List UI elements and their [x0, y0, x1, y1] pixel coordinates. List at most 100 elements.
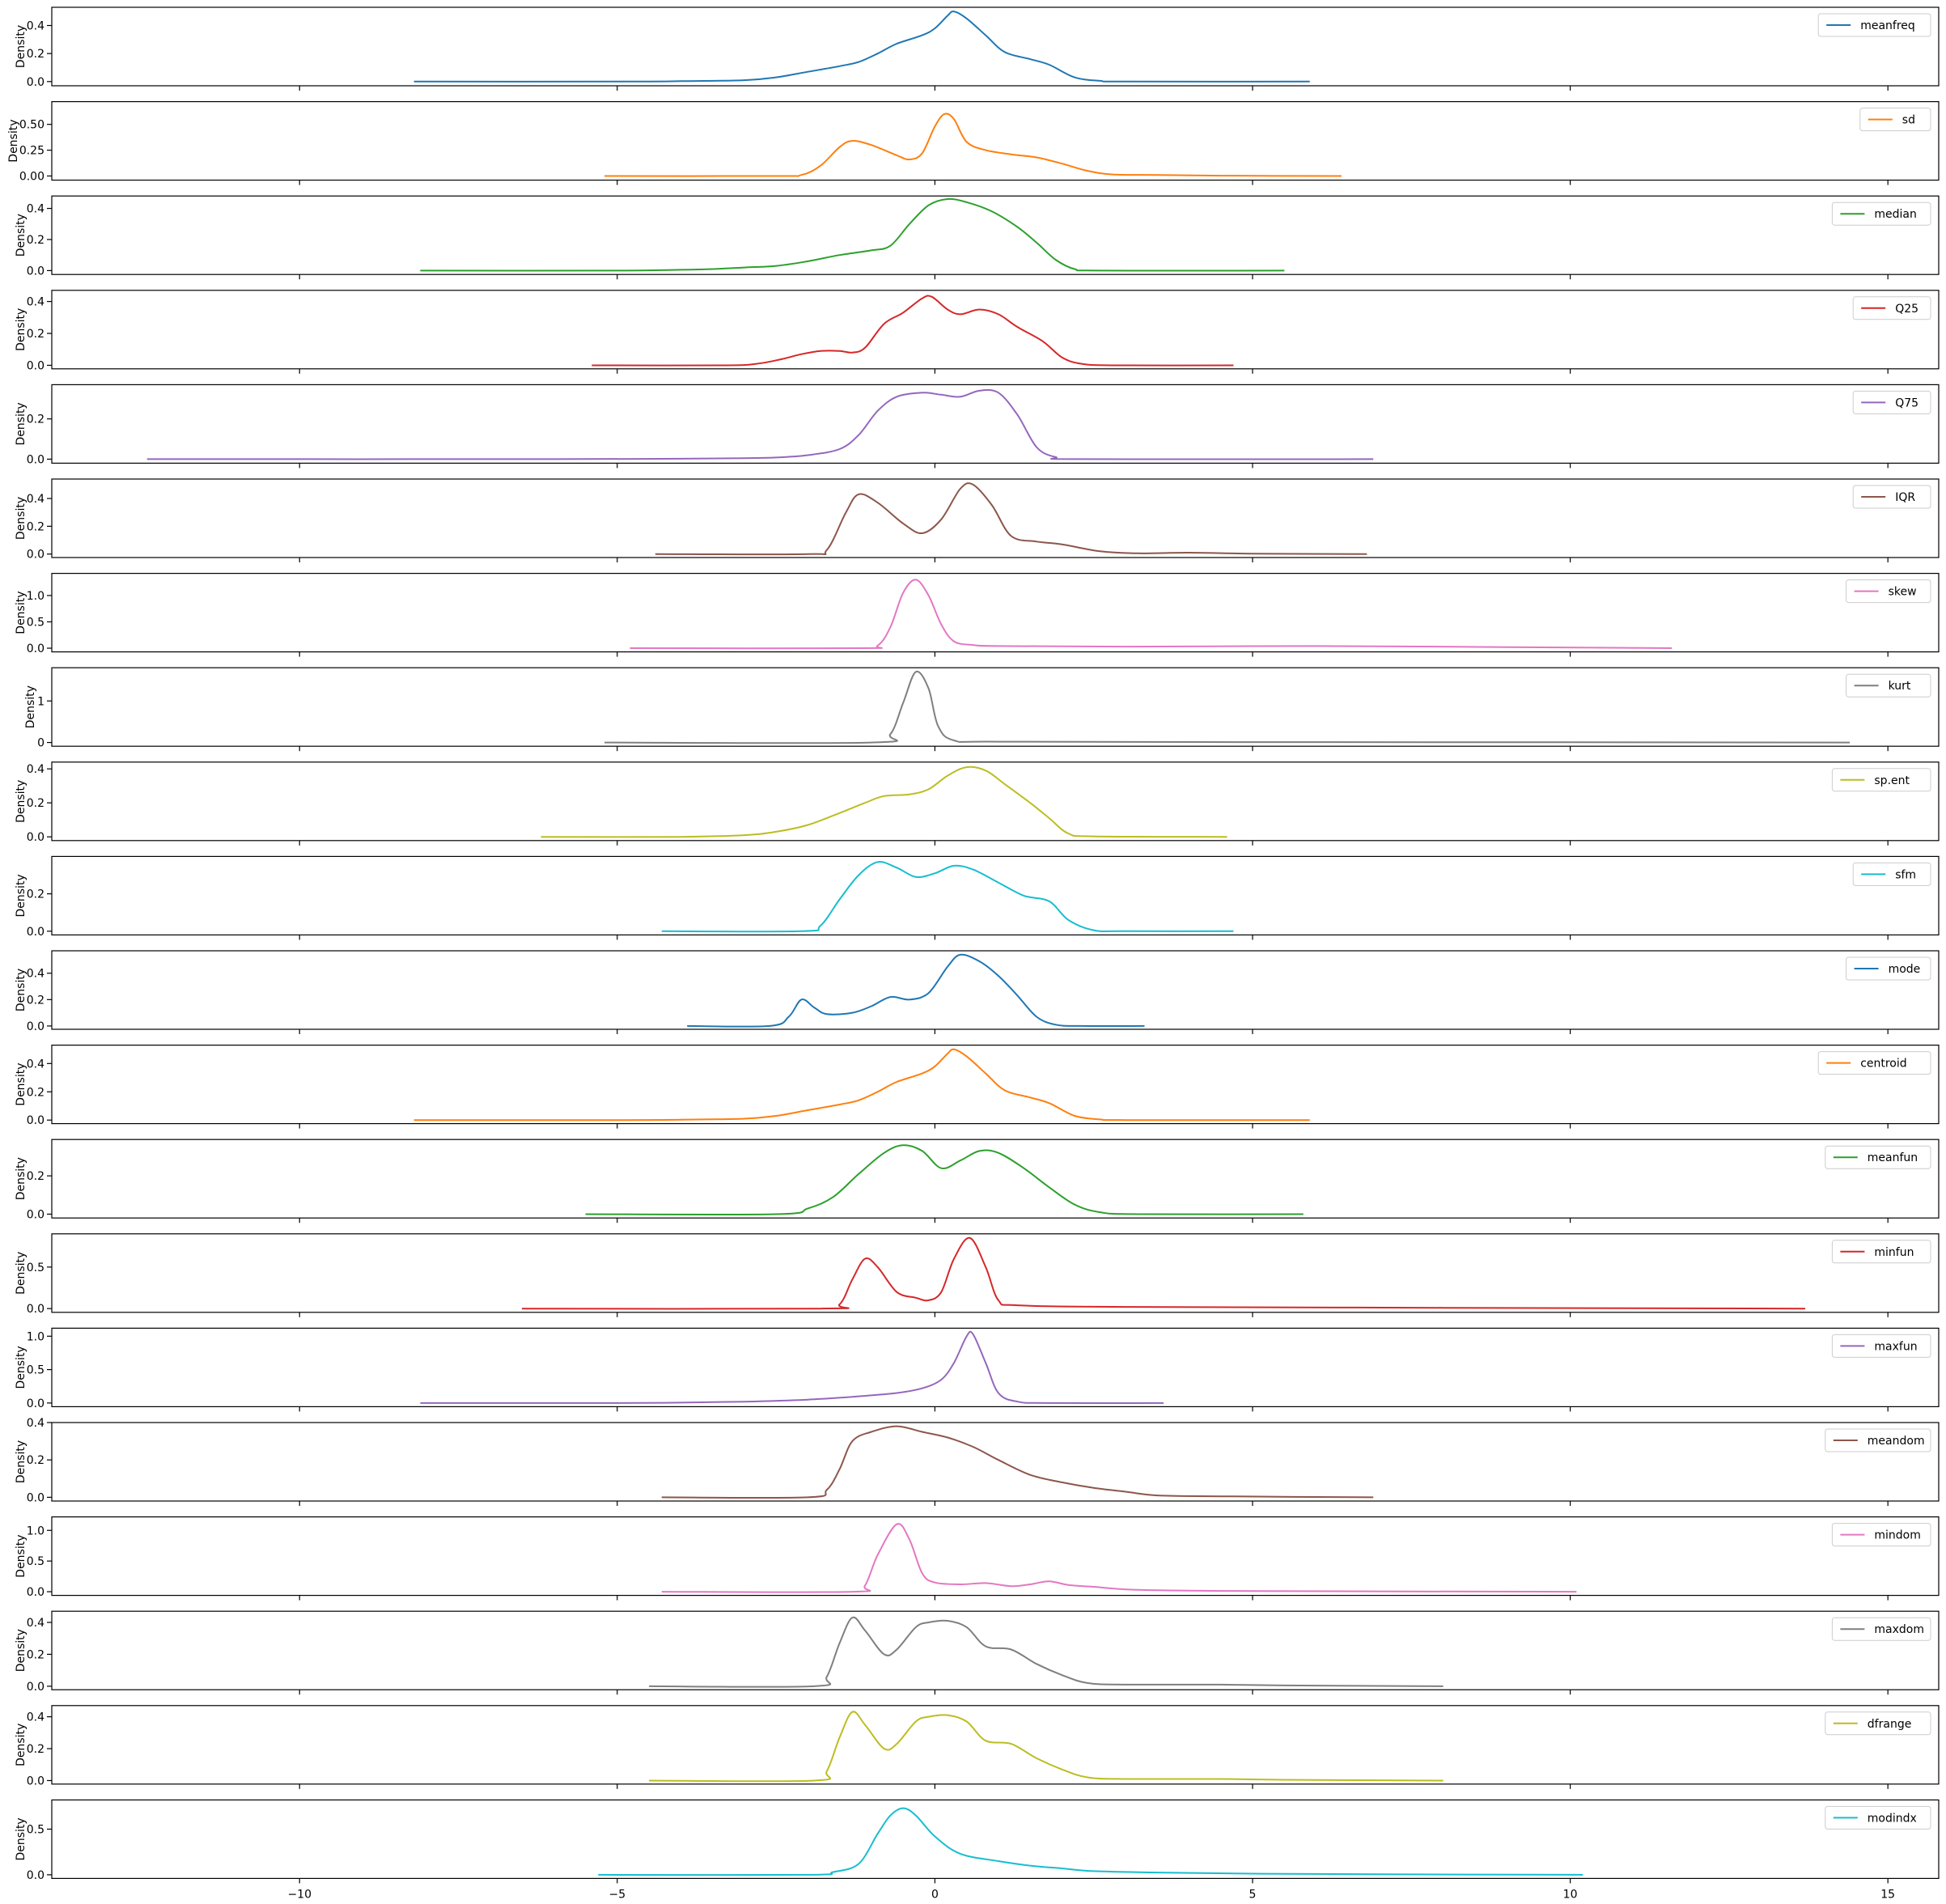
panel-meandom: 0.0 0.2 0.4 Density meandom	[15, 1417, 1940, 1506]
legend-box	[1852, 390, 1931, 414]
legend-box	[1846, 579, 1931, 604]
axes-frame	[51, 855, 1940, 936]
y-axis-label: Density	[15, 1346, 28, 1389]
y-tick-label: 0.0	[27, 1208, 45, 1221]
axes-frame	[51, 290, 1940, 370]
series-line-minfun	[521, 1236, 1806, 1310]
legend-box	[1825, 1711, 1931, 1736]
y-tick-label: 0.4	[27, 1617, 45, 1630]
axes-frame	[51, 950, 1940, 1030]
y-tick-label: 0.2	[27, 888, 45, 901]
y-tick-label: 0	[37, 737, 45, 750]
legend: skew	[1846, 579, 1931, 604]
series-line-maxfun	[420, 1330, 1164, 1404]
y-tick-label: 0.0	[27, 642, 45, 655]
series-line-Q75	[146, 388, 1374, 460]
axes-frame	[51, 6, 1940, 87]
y-tick-label: 0.4	[27, 968, 45, 981]
y-tick-label: 0.0	[27, 265, 45, 278]
x-tick-label: −10	[287, 1888, 312, 1901]
legend-label: maxfun	[1874, 1340, 1917, 1353]
series-line-centroid	[413, 1048, 1310, 1122]
legend: mode	[1846, 956, 1931, 981]
y-axis-label: Density	[15, 780, 28, 823]
y-axis-label: Density	[15, 1724, 28, 1766]
legend: sd	[1859, 108, 1931, 132]
x-tick-label: 5	[1249, 1888, 1257, 1901]
y-tick-label: 0.2	[27, 328, 45, 341]
axes-frame	[51, 572, 1940, 653]
axes-frame	[51, 195, 1940, 275]
legend-box	[1831, 201, 1931, 226]
y-tick-label: 0.2	[27, 797, 45, 810]
y-tick-label: 0.0	[27, 76, 45, 89]
y-tick-label: 0.0	[27, 1869, 45, 1882]
legend: meandom	[1825, 1428, 1931, 1452]
y-axis-label: Density	[15, 497, 28, 540]
y-tick-label: 0.2	[27, 1454, 45, 1467]
y-axis-label: Density	[15, 1817, 28, 1860]
axes-frame	[51, 1139, 1940, 1219]
y-tick-label: 1	[37, 695, 45, 708]
y-tick-label: 0.00	[19, 170, 45, 183]
x-tick-label: 10	[1563, 1888, 1578, 1901]
legend-box	[1846, 956, 1931, 981]
legend-box	[1852, 296, 1931, 320]
legend-label: meandom	[1868, 1435, 1925, 1448]
legend-box	[1831, 1334, 1931, 1358]
series-line-skew	[630, 579, 1673, 650]
y-tick-label: 0.2	[27, 48, 45, 61]
series-line-meandom	[661, 1425, 1374, 1499]
y-tick-label: 0.0	[27, 1303, 45, 1316]
y-tick-label: 0.0	[27, 1114, 45, 1127]
legend-box	[1846, 673, 1931, 698]
legend-box	[1825, 1428, 1931, 1452]
y-tick-label: 0.2	[27, 994, 45, 1007]
y-tick-label: 0.2	[27, 1648, 45, 1661]
x-tick-label: 15	[1880, 1888, 1895, 1901]
legend: meanfun	[1825, 1145, 1931, 1169]
y-tick-label: 0.0	[27, 831, 45, 844]
axes-frame	[51, 1233, 1940, 1313]
series-line-sfm	[661, 861, 1234, 933]
legend: Q75	[1852, 390, 1931, 414]
legend-box	[1825, 1805, 1931, 1830]
axes-frame	[51, 478, 1940, 558]
y-tick-label: 0.0	[27, 926, 45, 939]
legend: median	[1831, 201, 1931, 226]
y-tick-label: 1.0	[27, 590, 45, 603]
y-tick-label: 0.2	[27, 413, 45, 426]
legend-box	[1831, 1240, 1931, 1264]
legend-label: centroid	[1860, 1058, 1906, 1071]
y-tick-label: 0.5	[27, 1823, 45, 1836]
series-line-meanfreq	[413, 11, 1310, 83]
series-line-Q25	[591, 295, 1234, 367]
series-line-meanfun	[585, 1144, 1304, 1216]
legend: sp.ent	[1831, 768, 1931, 792]
y-tick-label: 0.0	[27, 1775, 45, 1787]
legend-label: mode	[1889, 963, 1921, 976]
y-axis-label: Density	[15, 1440, 28, 1483]
series-line-mode	[687, 953, 1145, 1028]
y-tick-label: 0.2	[27, 520, 45, 533]
legend-label: sfm	[1895, 868, 1916, 881]
legend-label: kurt	[1889, 680, 1911, 693]
legend: Q25	[1852, 296, 1931, 320]
y-tick-label: 0.0	[27, 359, 45, 372]
y-tick-label: 0.5	[27, 1555, 45, 1568]
y-tick-label: 0.4	[27, 1058, 45, 1071]
series-line-sp-ent	[541, 765, 1227, 838]
y-tick-label: 0.2	[27, 234, 45, 247]
y-tick-label: 0.0	[27, 1020, 45, 1033]
axes-frame	[51, 100, 1940, 181]
legend-label: maxdom	[1874, 1623, 1924, 1636]
y-tick-label: 0.2	[27, 1743, 45, 1756]
legend-label: sd	[1902, 114, 1915, 127]
